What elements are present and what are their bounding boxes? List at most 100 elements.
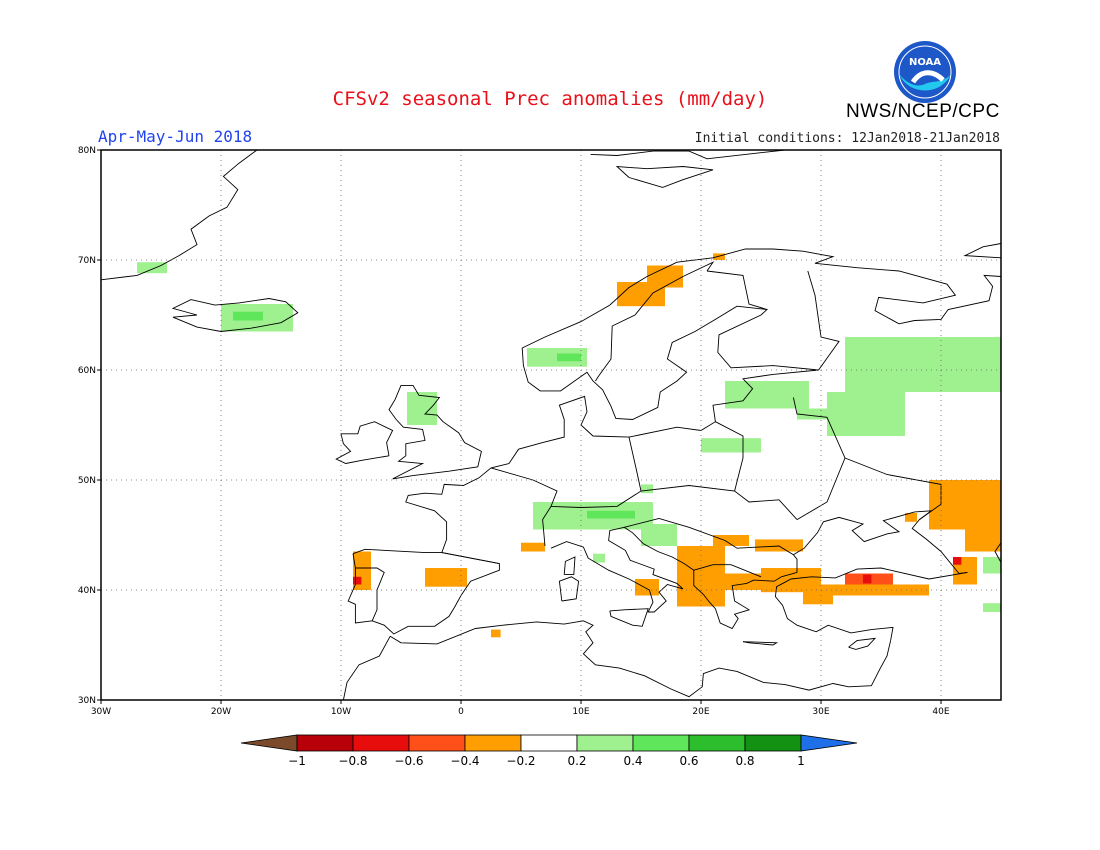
coastline-segment xyxy=(963,243,1002,259)
anomaly-layer xyxy=(137,253,1001,638)
anomaly-patch-dry1 xyxy=(677,546,725,607)
coastline-segment xyxy=(609,608,649,627)
map-frame xyxy=(100,149,1002,701)
lon-tick-label: 20E xyxy=(692,707,709,717)
lat-tick-label: 40N xyxy=(78,586,96,596)
coastline-segment xyxy=(590,149,786,160)
colorbar-segment xyxy=(688,734,746,752)
season-label: Apr-May-Jun 2018 xyxy=(98,127,253,146)
coastline-segment xyxy=(521,248,1002,420)
colorbar-segment xyxy=(296,734,354,752)
coastline-segment xyxy=(844,457,942,520)
lon-tick-label: 30E xyxy=(812,707,829,717)
coastline-segment xyxy=(807,270,840,371)
colorbar-left-arrow xyxy=(240,734,298,752)
coastline-segment xyxy=(615,165,714,188)
anomaly-patch-wet2 xyxy=(557,353,581,362)
lat-tick-label: 50N xyxy=(78,476,96,486)
lon-tick-label: 0 xyxy=(458,707,464,717)
anomaly-patch-dry1 xyxy=(905,513,917,522)
coastline-segment xyxy=(706,270,768,310)
colorbar-label: 0.8 xyxy=(735,754,754,768)
anomaly-patch-dry1 xyxy=(635,579,659,596)
coastline-segment xyxy=(490,467,558,547)
colorbar-segment xyxy=(464,734,522,752)
agency-label: NWS/NCEP/CPC xyxy=(846,101,1000,122)
anomaly-patch-wet1 xyxy=(827,392,905,436)
anomaly-patch-wet1 xyxy=(797,408,845,420)
coastline-segment xyxy=(389,620,892,698)
coastline-layer xyxy=(100,149,1002,701)
colorbar: −1 −0.8 −0.6 −0.4 −0.2 0.2 0.4 0.6 0.8 1 xyxy=(240,734,858,768)
coastline-segment xyxy=(388,384,482,480)
colorbar-segment xyxy=(520,734,578,752)
coastline-segment xyxy=(355,567,385,621)
anomaly-patch-dry1 xyxy=(521,542,545,552)
anomaly-patch-wet1 xyxy=(983,557,1001,574)
anomaly-patch-wet1 xyxy=(641,524,677,546)
colorbar-segment xyxy=(408,734,466,752)
lon-tick-label: 30W xyxy=(91,707,111,717)
coastline-segment xyxy=(994,542,1002,563)
svg-text:NOAA: NOAA xyxy=(909,57,941,68)
colorbar-label: −0.6 xyxy=(394,754,423,768)
colorbar-right-arrow xyxy=(800,734,858,752)
coastline-segment xyxy=(558,576,580,602)
anomaly-patch-dry1 xyxy=(755,539,803,552)
anomaly-patch-wet2 xyxy=(587,510,635,519)
colorbar-label: −0.4 xyxy=(450,754,479,768)
anomaly-patch-wet1 xyxy=(725,381,809,409)
lat-tick-label: 30N xyxy=(78,696,96,706)
colorbar-label: −0.8 xyxy=(338,754,367,768)
colorbar-label: 0.4 xyxy=(623,754,642,768)
anomaly-patch-dry1 xyxy=(713,535,749,546)
anomaly-patch-dry1 xyxy=(491,629,501,638)
colorbar-segment xyxy=(576,734,634,752)
coastline-segment xyxy=(693,564,762,578)
coastline-segment xyxy=(624,518,794,556)
colorbar-label: 1 xyxy=(797,754,805,768)
graticule-layer xyxy=(101,150,1001,700)
anomaly-patch-wet1 xyxy=(983,603,1001,612)
coastline-segment xyxy=(792,397,846,520)
coastline-segment xyxy=(550,485,798,520)
coastline-segment xyxy=(742,641,779,646)
coastline-segment xyxy=(441,552,500,565)
coastline-segment xyxy=(550,526,684,613)
coastline-segment xyxy=(623,510,968,630)
anomaly-patch-dry1 xyxy=(761,568,821,593)
anomaly-patch-wet1 xyxy=(137,262,167,274)
axis-ticks: 30W 20W 10W 0 10E 20E 30E 40E 30N 40N 50N 60N 70N 80N xyxy=(78,146,950,717)
anomaly-patch-wet1 xyxy=(701,438,761,453)
coastline-segment xyxy=(405,369,819,553)
anomaly-patch-dry3 xyxy=(953,557,962,565)
anomaly-patch-dry1 xyxy=(425,568,467,587)
anomaly-patch-dry3 xyxy=(353,576,362,585)
coastline-segment xyxy=(171,298,299,332)
lat-tick-label: 80N xyxy=(78,146,96,156)
anomaly-patch-wet1 xyxy=(845,337,1001,392)
anomaly-patch-wet1 xyxy=(407,392,437,425)
coastline-segment xyxy=(100,149,258,281)
colorbar-segment xyxy=(744,734,802,752)
anomaly-patch-dry1 xyxy=(647,265,683,288)
coastline-segment xyxy=(628,437,642,492)
lat-tick-label: 60N xyxy=(78,366,96,376)
lat-tick-label: 70N xyxy=(78,256,96,266)
initial-conditions-label: Initial conditions: 12Jan2018-21Jan2018 xyxy=(694,131,1000,146)
anomaly-patch-dry1 xyxy=(965,524,1001,552)
coastline-segment xyxy=(848,637,877,650)
coastline-segment xyxy=(715,421,744,492)
coastline-segment xyxy=(774,567,968,641)
chart-title: CFSv2 seasonal Prec anomalies (mm/day) xyxy=(332,88,768,110)
noaa-logo-icon: NOAA xyxy=(894,41,956,103)
coastline-segment xyxy=(563,556,576,576)
lon-tick-label: 10E xyxy=(572,707,589,717)
coastline-segment xyxy=(342,635,391,701)
colorbar-label: 0.2 xyxy=(567,754,586,768)
colorbar-segment xyxy=(632,734,690,752)
coastline-segment xyxy=(595,261,715,382)
lon-tick-label: 20W xyxy=(211,707,231,717)
colorbar-label: −1 xyxy=(288,754,306,768)
